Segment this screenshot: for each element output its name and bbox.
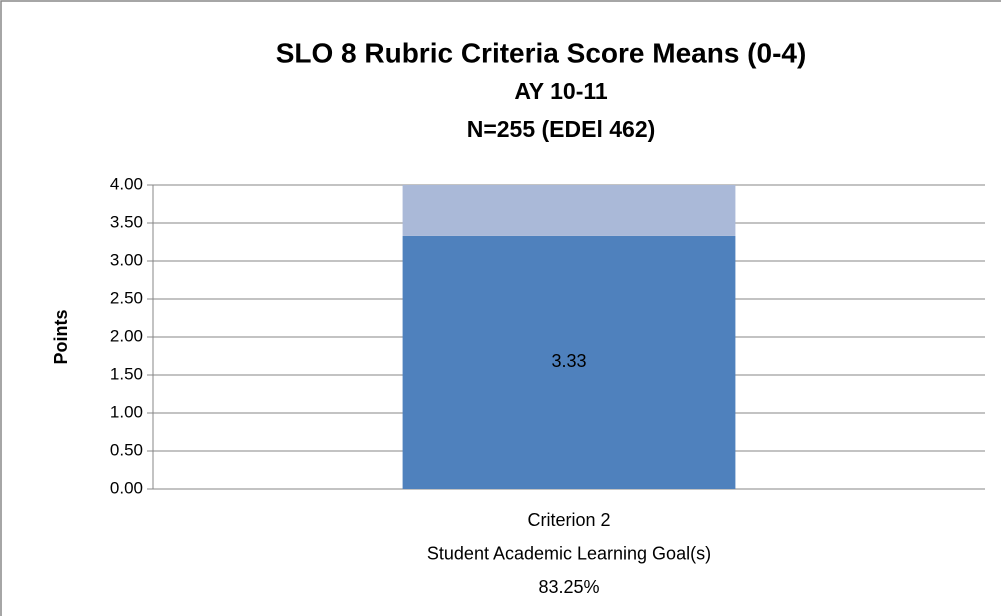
y-tick-label: 1.00 [110,402,143,421]
chart-subtitle: AY 10-11 [514,78,608,104]
y-tick-label: 3.50 [110,212,143,231]
y-tick-label: 3.00 [110,250,143,269]
chart-subtitle: N=255 (EDEl 462) [467,116,656,142]
chart-title: SLO 8 Rubric Criteria Score Means (0-4) [276,37,807,68]
y-tick-label: 0.00 [110,478,143,497]
x-tick-label: 83.25% [538,577,599,597]
data-label: 3.33 [551,351,586,371]
bar-segment [402,185,736,236]
bar-segment [402,235,736,489]
y-tick-label: 2.00 [110,326,143,345]
y-axis-label: Points [51,309,71,364]
y-tick-label: 2.50 [110,288,143,307]
y-tick-label: 1.50 [110,364,143,383]
y-tick-label: 0.50 [110,440,143,459]
x-tick-label: Student Academic Learning Goal(s) [427,543,711,563]
y-tick-label: 4.00 [110,174,143,193]
x-tick-label: Criterion 2 [527,510,610,530]
